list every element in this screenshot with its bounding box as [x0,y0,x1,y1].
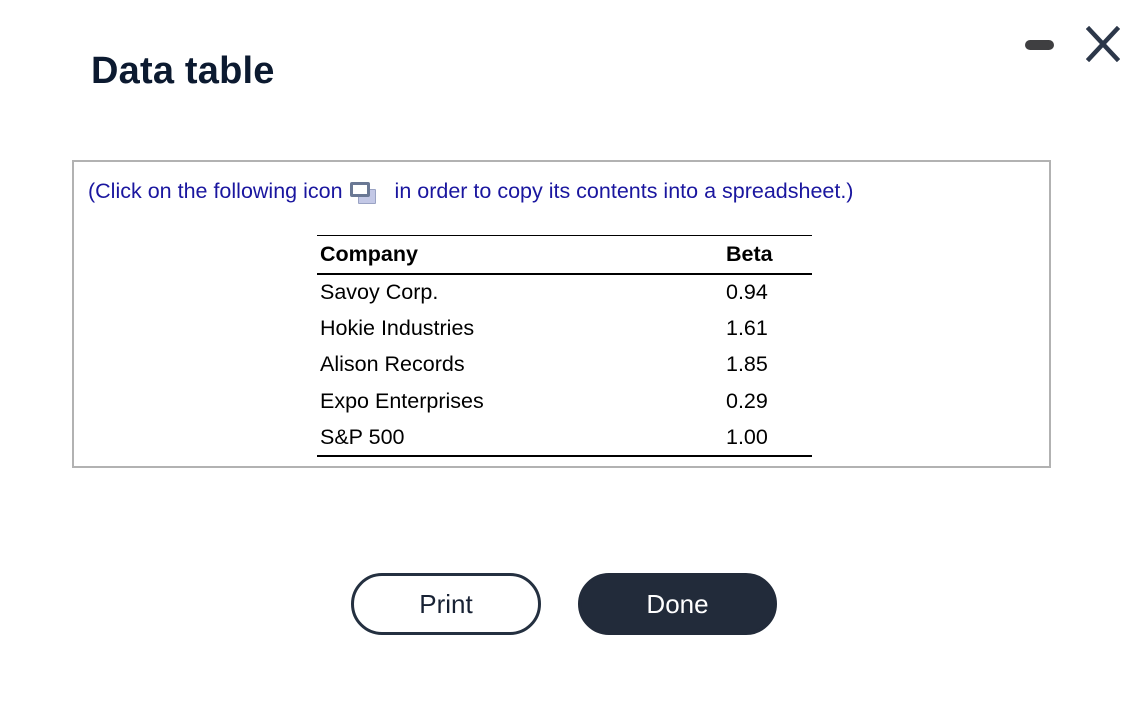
table-row: Hokie Industries 1.61 [317,310,812,347]
beta-cell: 1.00 [726,425,768,450]
print-button[interactable]: Print [351,573,541,635]
beta-cell: 1.85 [726,352,768,377]
company-cell: Hokie Industries [320,315,475,340]
done-button[interactable]: Done [578,573,777,635]
company-cell: S&P 500 [320,425,405,450]
beta-cell: 0.29 [726,389,768,414]
copy-to-spreadsheet-icon[interactable] [349,182,377,207]
copy-icon-front-rect [349,182,370,197]
company-cell: Expo Enterprises [320,389,484,414]
instruction-suffix: in order to copy its contents into a spr… [394,179,854,203]
table-header-beta: Beta [726,235,812,275]
minimize-icon[interactable] [1025,40,1054,50]
beta-table: Company Beta Savoy Corp. 0.94 Hokie Indu… [317,235,812,458]
close-x-glyph [1086,26,1120,62]
instruction-prefix: (Click on the following icon [88,179,343,203]
table-header-row: Company Beta [317,235,812,275]
data-panel: (Click on the following icon in order to… [72,160,1051,468]
table-row: S&P 500 1.00 [317,420,812,457]
table-row: Alison Records 1.85 [317,347,812,384]
beta-cell: 1.61 [726,315,768,340]
table-row: Savoy Corp. 0.94 [317,274,812,311]
close-icon[interactable] [1085,25,1121,63]
table-header-company: Company [317,235,726,275]
table-row: Expo Enterprises 0.29 [317,383,812,420]
beta-cell: 0.94 [726,279,768,304]
page-title: Data table [91,50,275,92]
company-cell: Savoy Corp. [320,279,439,304]
instruction-text: (Click on the following icon in order to… [88,176,853,207]
company-cell: Alison Records [320,352,465,377]
